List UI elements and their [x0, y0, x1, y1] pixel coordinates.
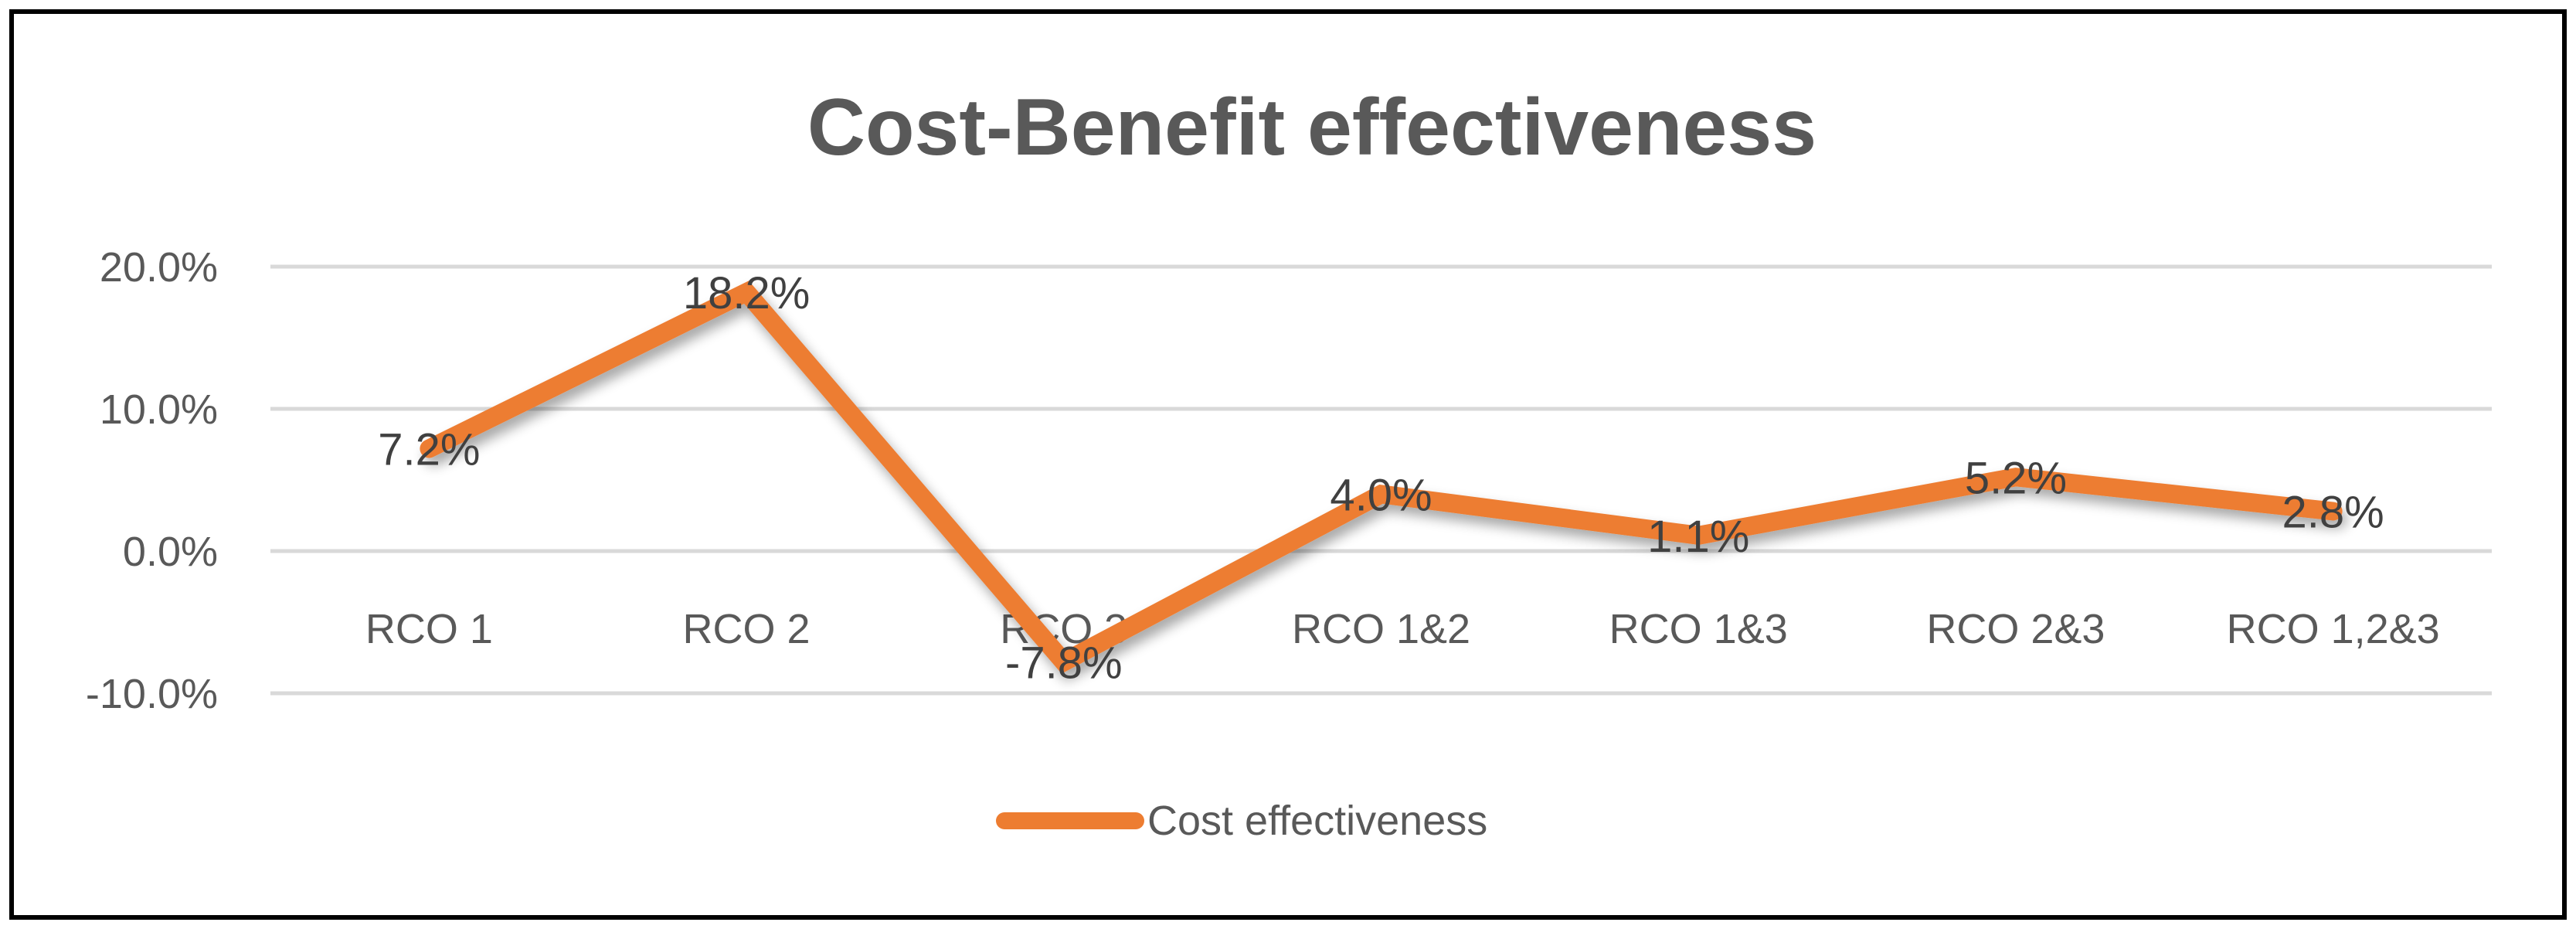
data-point — [1698, 534, 1700, 536]
x-tick-label: RCO 2&3 — [1926, 606, 2105, 652]
y-axis-ticks: 20.0% 10.0% 0.0% -10.0% — [86, 244, 218, 717]
data-label: 5.2% — [1965, 453, 2067, 503]
x-tick-label: RCO 1,2&3 — [2227, 606, 2440, 652]
data-labels: 7.2% 18.2% -7.8% 4.0% 1.1% 5.2% 2.8% — [378, 268, 2384, 688]
x-tick-label: RCO 2 — [683, 606, 811, 652]
gridlines — [270, 264, 2492, 696]
data-point — [2332, 510, 2334, 512]
y-tick-label: 20.0% — [100, 244, 218, 291]
series-layer — [420, 281, 2343, 674]
data-label: 1.1% — [1647, 512, 1749, 562]
legend: Cost effectiveness — [996, 798, 1487, 844]
y-tick-label: -10.0% — [86, 671, 218, 717]
x-tick-label: RCO 1&2 — [1292, 606, 1470, 652]
y-tick-label: 0.0% — [123, 529, 218, 575]
data-point — [746, 291, 748, 294]
y-tick-label: 10.0% — [100, 386, 218, 433]
legend-label: Cost effectiveness — [1147, 798, 1487, 844]
data-label: 4.0% — [1330, 470, 1432, 520]
data-label: 18.2% — [683, 268, 810, 318]
chart-frame — [9, 9, 2567, 920]
chart-title: Cost-Benefit effectiveness — [807, 83, 1816, 172]
data-point — [428, 447, 430, 450]
data-point — [1380, 493, 1382, 495]
x-axis-ticks: RCO 1 RCO 2 RCO 3 RCO 1&2 RCO 1&3 RCO 2&3 RCO … — [365, 606, 2440, 652]
data-label: -7.8% — [1005, 638, 1123, 689]
data-label: 7.2% — [378, 425, 480, 475]
data-point — [2014, 476, 2017, 478]
x-tick-label: RCO 1&3 — [1609, 606, 1788, 652]
x-tick-label: RCO 1 — [365, 606, 493, 652]
data-point — [1062, 661, 1065, 663]
data-label: 2.8% — [2282, 487, 2384, 537]
